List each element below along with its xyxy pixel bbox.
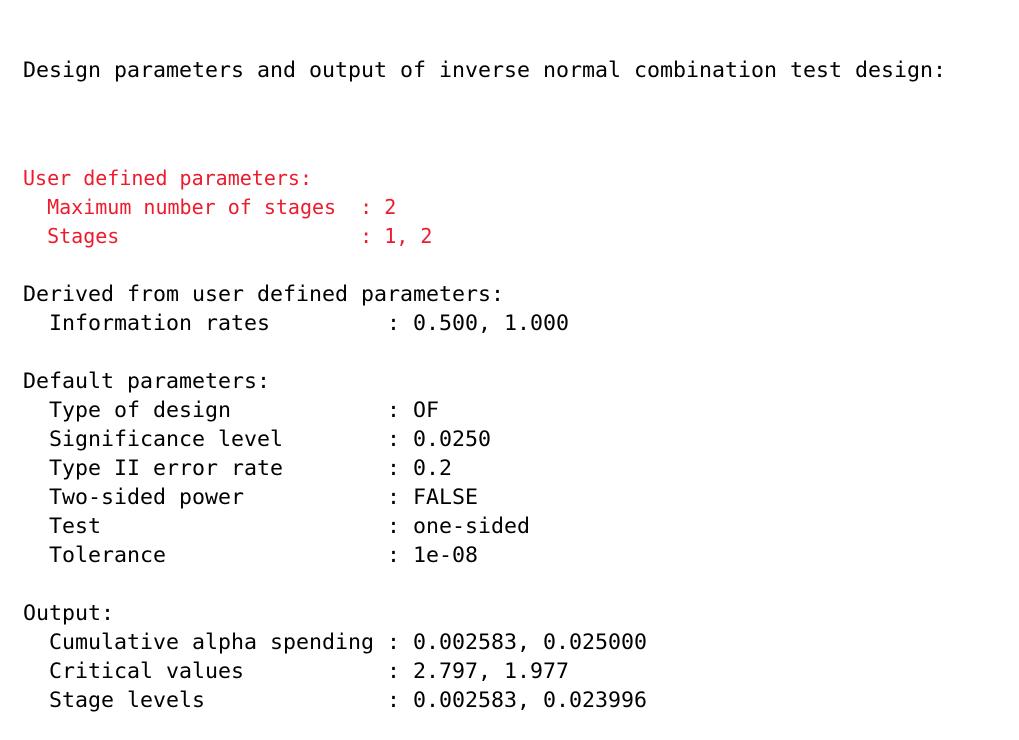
param-value: 0.0250 xyxy=(413,427,492,452)
section-header-derived: Derived from user defined parameters: xyxy=(23,282,505,307)
blank-line xyxy=(23,135,1019,164)
param-value: 0.002583, 0.025000 xyxy=(413,630,648,655)
param-row: Type II error rate : 0.2 xyxy=(23,454,1019,483)
param-separator: : xyxy=(387,311,414,336)
parameter-sections: User defined parameters: Maximum number … xyxy=(23,135,1019,715)
param-value: 0.500, 1.000 xyxy=(413,311,570,336)
param-row: Maximum number of stages : 2 xyxy=(23,193,1019,222)
param-label: Two-sided power xyxy=(23,485,388,510)
param-value: one-sided xyxy=(413,514,531,539)
param-label: Tolerance xyxy=(23,543,388,568)
param-value: 0.2 xyxy=(413,456,453,481)
param-value: FALSE xyxy=(413,485,479,510)
param-separator: : xyxy=(387,543,414,568)
section-header-default: Default parameters: xyxy=(23,369,271,394)
param-label: Cumulative alpha spending xyxy=(23,630,388,655)
blank-line xyxy=(23,570,1019,599)
param-row: Stage levels : 0.002583, 0.023996 xyxy=(23,686,1019,715)
param-value: 2 xyxy=(384,195,397,219)
param-row: Two-sided power : FALSE xyxy=(23,483,1019,512)
param-row: Tolerance : 1e-08 xyxy=(23,541,1019,570)
param-separator: : xyxy=(387,630,414,655)
param-label: Stage levels xyxy=(23,688,388,713)
param-value: 2.797, 1.977 xyxy=(413,659,570,684)
param-row: Cumulative alpha spending : 0.002583, 0.… xyxy=(23,628,1019,657)
param-label: Significance level xyxy=(23,427,388,452)
param-value: 1, 2 xyxy=(384,224,433,248)
param-label: Critical values xyxy=(23,659,388,684)
param-separator: : xyxy=(360,195,385,219)
param-row: Stages : 1, 2 xyxy=(23,222,1019,251)
param-row: Critical values : 2.797, 1.977 xyxy=(23,657,1019,686)
param-separator: : xyxy=(387,398,414,423)
param-value: 0.002583, 0.023996 xyxy=(413,688,648,713)
param-value: OF xyxy=(413,398,440,423)
blank-line xyxy=(23,251,1019,280)
param-separator: : xyxy=(360,224,385,248)
param-separator: : xyxy=(387,427,414,452)
param-label: Test xyxy=(23,514,388,539)
param-row: Test : one-sided xyxy=(23,512,1019,541)
param-separator: : xyxy=(387,659,414,684)
param-label: Maximum number of stages xyxy=(23,195,361,219)
param-label: Information rates xyxy=(23,311,388,336)
section-header-output: Output: xyxy=(23,601,115,626)
param-row: Significance level : 0.0250 xyxy=(23,425,1019,454)
title-line: Design parameters and output of inverse … xyxy=(23,58,947,83)
param-separator: : xyxy=(387,688,414,713)
param-label: Stages xyxy=(23,224,361,248)
param-label: Type of design xyxy=(23,398,388,423)
param-value: 1e-08 xyxy=(413,543,479,568)
param-row: Type of design : OF xyxy=(23,396,1019,425)
param-row: Information rates : 0.500, 1.000 xyxy=(23,309,1019,338)
blank-line xyxy=(23,338,1019,367)
param-separator: : xyxy=(387,456,414,481)
param-separator: : xyxy=(387,485,414,510)
param-label: Type II error rate xyxy=(23,456,388,481)
param-separator: : xyxy=(387,514,414,539)
console-output: Design parameters and output of inverse … xyxy=(23,58,947,713)
section-header-user-defined: User defined parameters: xyxy=(23,166,312,190)
